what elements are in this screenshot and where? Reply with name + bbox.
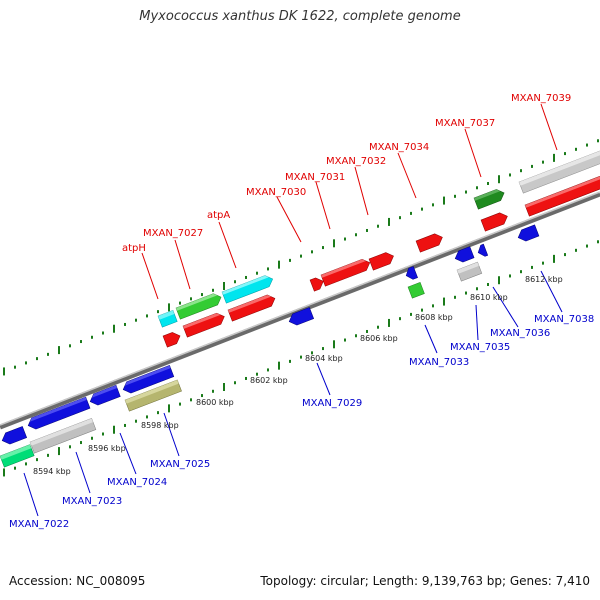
leader-line — [540, 270, 563, 313]
kbp-label: 8612 kbp — [525, 275, 563, 284]
gene-arrow[interactable] — [516, 224, 540, 243]
gene-label[interactable]: MXAN_7029 — [302, 398, 362, 409]
gene-label[interactable]: MXAN_7025 — [150, 459, 210, 470]
gene-arrow[interactable] — [227, 293, 277, 322]
label-leader-lines — [23, 103, 563, 517]
gene-arrow[interactable] — [518, 149, 600, 194]
gene-arrow[interactable] — [175, 292, 223, 320]
gene-label[interactable]: MXAN_7030 — [246, 187, 306, 198]
leader-line — [397, 152, 417, 199]
leader-line — [540, 103, 558, 151]
kbp-label: 8608 kbp — [415, 313, 453, 322]
topology-text: Topology: circular; Length: 9,139,763 bp… — [260, 574, 590, 588]
backbone-group — [0, 191, 600, 430]
gene-label[interactable]: MXAN_7034 — [369, 142, 429, 153]
gene-arrow[interactable] — [182, 311, 227, 338]
leader-line — [464, 128, 482, 178]
leader-line — [276, 196, 302, 243]
gene-label[interactable]: MXAN_7027 — [143, 228, 203, 239]
leader-line — [424, 324, 438, 354]
gene-arrow[interactable] — [404, 266, 418, 281]
leader-line — [174, 239, 191, 290]
gene-label[interactable]: atpH — [122, 243, 146, 254]
leader-line — [163, 412, 180, 457]
lower-tick-row — [3, 240, 599, 477]
gene-arrow[interactable] — [480, 211, 510, 232]
gene-label[interactable]: MXAN_7035 — [450, 342, 510, 353]
reverse-gene-row — [0, 224, 540, 446]
gene-label[interactable]: MXAN_7022 — [9, 519, 69, 530]
gene-arrow[interactable] — [29, 418, 97, 454]
gene-label[interactable]: atpA — [207, 210, 230, 221]
upper-tick-row — [3, 139, 599, 376]
gene-label[interactable]: MXAN_7036 — [490, 328, 550, 339]
gene-arrow[interactable] — [0, 426, 28, 446]
leader-line — [315, 181, 331, 230]
gene-arrow[interactable] — [121, 365, 175, 395]
map-title: Myxococcus xanthus DK 1622, complete gen… — [139, 9, 461, 24]
kbp-label: 8606 kbp — [360, 334, 398, 343]
gene-arrow[interactable] — [368, 250, 396, 271]
gene-arrow[interactable] — [453, 246, 475, 265]
leader-line — [75, 451, 91, 494]
leader-line — [23, 472, 39, 517]
leader-line — [119, 432, 137, 475]
gene-arrow[interactable] — [287, 307, 315, 327]
gene-arrow[interactable] — [88, 384, 121, 407]
kbp-label: 8600 kbp — [196, 398, 234, 407]
gene-label[interactable]: MXAN_7038 — [534, 314, 594, 325]
gene-arrow[interactable] — [162, 330, 182, 348]
leader-line — [316, 362, 331, 396]
gene-arrow[interactable] — [124, 379, 182, 412]
leader-line — [218, 221, 237, 269]
kbp-label: 8610 kbp — [470, 293, 508, 302]
kbp-label: 8604 kbp — [305, 354, 343, 363]
leader-line — [141, 252, 159, 300]
kbp-label-group: 8594 kbp 8596 kbp 8598 kbp 8600 kbp 8602… — [33, 275, 563, 476]
gene-label[interactable]: MXAN_7024 — [107, 477, 167, 488]
gene-label[interactable]: MXAN_7031 — [285, 172, 345, 183]
gene-arrow[interactable] — [415, 232, 445, 253]
forward-gene-row-inner — [162, 174, 600, 348]
gene-arrow[interactable] — [456, 261, 483, 282]
leader-line — [354, 166, 369, 216]
forward-label-group: atpH MXAN_7027 atpA MXAN_7030 MXAN_7031 … — [122, 93, 571, 254]
gene-label[interactable]: MXAN_7039 — [511, 93, 571, 104]
reverse-label-group: MXAN_7022 MXAN_7023 MXAN_7024 MXAN_7025 … — [9, 314, 594, 530]
gene-arrow[interactable] — [407, 282, 425, 299]
kbp-label: 8594 kbp — [33, 467, 71, 476]
gene-label[interactable]: MXAN_7033 — [409, 357, 469, 368]
kbp-label: 8602 kbp — [250, 376, 288, 385]
kbp-label: 8598 kbp — [141, 421, 179, 430]
leader-line — [475, 304, 479, 341]
gene-label[interactable]: MXAN_7023 — [62, 496, 122, 507]
gene-arrow[interactable] — [221, 273, 275, 304]
forward-gene-row — [157, 149, 600, 328]
gene-arrow[interactable] — [524, 174, 600, 217]
gene-label[interactable]: MXAN_7032 — [326, 156, 386, 167]
leader-line — [492, 286, 519, 328]
genome-backbone-highlight — [0, 191, 600, 426]
gene-arrow[interactable] — [476, 243, 489, 258]
reverse-gene-row-outer — [0, 261, 483, 468]
gene-arrow[interactable] — [157, 309, 178, 328]
gene-arrow[interactable] — [320, 257, 372, 287]
gene-arrow[interactable] — [309, 276, 326, 292]
gene-arrow[interactable] — [0, 444, 35, 468]
genome-backbone — [0, 191, 600, 430]
accession-text: Accession: NC_008095 — [9, 574, 146, 588]
kbp-label: 8596 kbp — [88, 444, 126, 453]
gene-arrow[interactable] — [26, 396, 91, 431]
gene-arrow[interactable] — [473, 187, 506, 210]
gene-label[interactable]: MXAN_7037 — [435, 118, 495, 129]
